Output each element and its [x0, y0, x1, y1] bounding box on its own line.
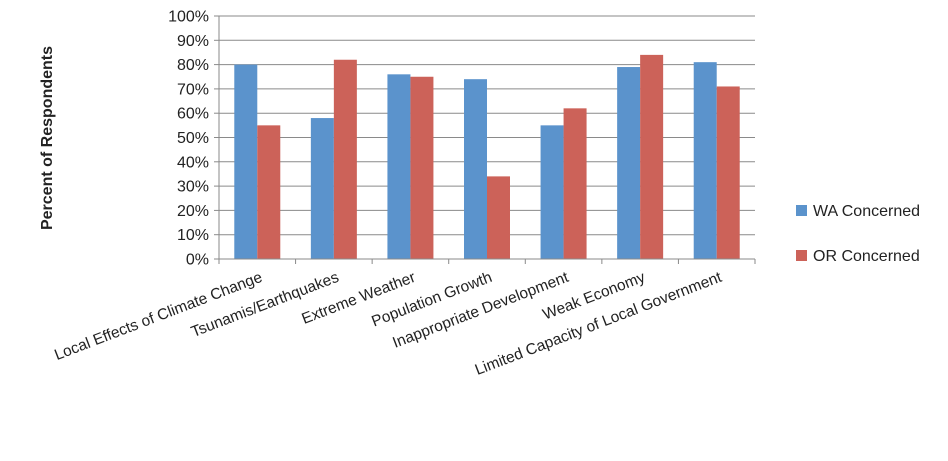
bar-wa-6 — [693, 62, 717, 259]
legend-label: WA Concerned — [813, 203, 920, 220]
bar-wa-0 — [234, 64, 258, 259]
bar-wa-3 — [464, 79, 487, 260]
bar-or-3 — [487, 176, 510, 259]
y-tick-label: 20% — [177, 203, 209, 220]
bars — [234, 54, 740, 260]
legend-label: OR Concerned — [813, 248, 920, 265]
bar-or-4 — [563, 108, 587, 259]
y-tick-label: 90% — [177, 33, 209, 50]
y-tick-label: 100% — [168, 9, 209, 26]
y-tick-label: 10% — [177, 227, 209, 244]
axes — [214, 15, 756, 264]
x-tick-labels: Local Effects of Climate ChangeTsunamis/… — [52, 269, 725, 379]
y-tick-label: 40% — [177, 154, 209, 171]
bar-or-0 — [257, 125, 281, 259]
bar-wa-1 — [310, 118, 334, 259]
y-tick-label: 80% — [177, 57, 209, 74]
legend-swatch — [796, 250, 807, 261]
legend-swatch — [796, 205, 807, 216]
bar-wa-2 — [387, 74, 411, 259]
bar-or-5 — [640, 54, 664, 259]
y-tick-label: 50% — [177, 130, 209, 147]
y-axis-title: Percent of Respondents — [39, 46, 56, 230]
bar-or-2 — [410, 76, 434, 259]
y-tick-label: 70% — [177, 81, 209, 98]
bar-wa-5 — [617, 67, 641, 259]
bar-or-1 — [333, 59, 357, 259]
bar-or-6 — [716, 86, 740, 259]
y-tick-label: 60% — [177, 106, 209, 123]
y-tick-labels: 0% 10% 20% 30% 40% 50% 60% 70% 80% 90% 100% — [168, 9, 209, 269]
y-tick-label: 0% — [186, 252, 209, 269]
legend: WA Concerned OR Concerned — [796, 203, 920, 265]
y-tick-label: 30% — [177, 179, 209, 196]
bar-wa-4 — [540, 125, 564, 259]
